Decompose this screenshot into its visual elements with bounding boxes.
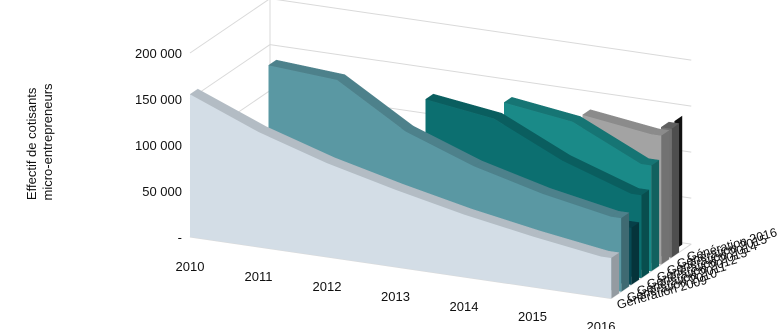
gridline-back-3 [269, 44, 692, 107]
y-tick-label: 100 000 [135, 138, 182, 153]
series-side [641, 189, 650, 279]
y-tick-label: 50 000 [142, 184, 182, 199]
x-tick-label: 2010 [176, 259, 205, 274]
y-axis-label-line-1: Effectif de cotisants [24, 87, 39, 200]
x-tick-label: 2013 [381, 289, 410, 304]
x-tick-label: 2014 [450, 299, 479, 314]
y-axis-ticks: - 50 000 100 000 150 000 200 000 [135, 46, 182, 245]
series-side [611, 252, 620, 299]
series-front [190, 94, 612, 299]
gridline-back-4 [276, 0, 692, 61]
x-tick-label: 2011 [245, 269, 273, 284]
x-tick-label: 2016 [587, 319, 616, 329]
x-tick-label: 2015 [518, 309, 547, 324]
gridline-side-3 [189, 44, 271, 100]
series-areas [189, 59, 683, 299]
x-axis-ticks: 2010 2011 2012 2013 2014 2015 2016 [176, 259, 616, 329]
y-tick-label: - [178, 230, 182, 245]
y-axis-label: Effectif de cotisants micro-entrepreneur… [24, 83, 55, 201]
y-tick-label: 200 000 [135, 46, 182, 61]
y-axis-label-line-2: micro-entrepreneurs [40, 83, 55, 201]
y-tick-label: 150 000 [135, 92, 182, 107]
series-side [651, 160, 660, 272]
series-side [621, 212, 630, 292]
series-side [631, 222, 640, 285]
x-tick-label: 2012 [313, 279, 342, 294]
series-side [661, 130, 670, 265]
gridline-side-4 [189, 0, 269, 54]
series-side [671, 123, 680, 258]
series-ribbon [189, 88, 620, 299]
